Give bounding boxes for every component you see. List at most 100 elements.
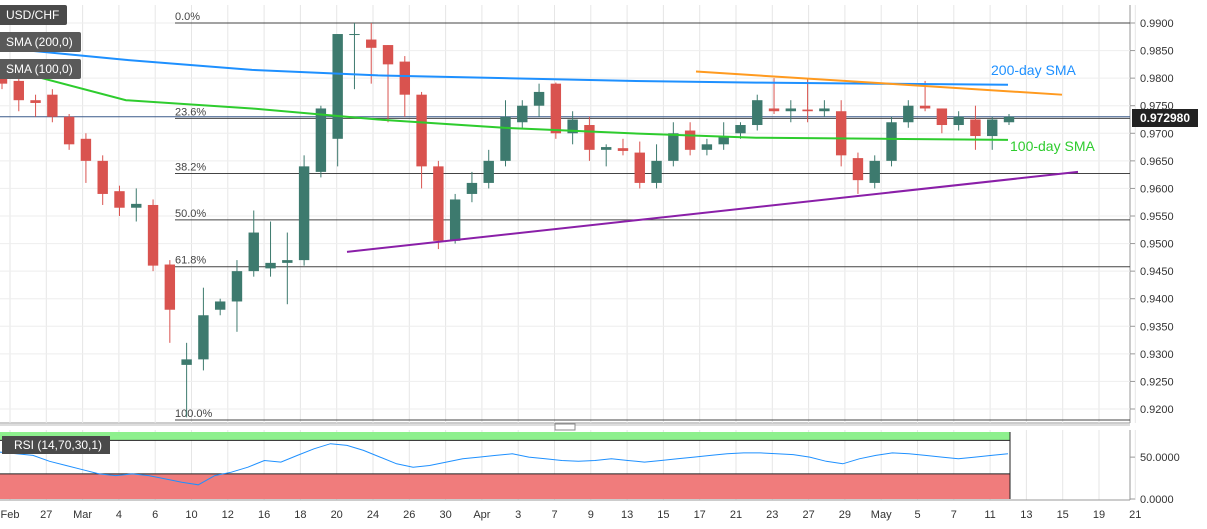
candle-body: [466, 182, 478, 194]
y-tick-label: 0.9500: [1140, 239, 1174, 251]
candle-body: [30, 100, 41, 103]
y-tick-label: 0.9400: [1140, 294, 1174, 306]
fib-label: 0.0%: [175, 11, 200, 23]
x-tick-label: 6: [152, 509, 158, 521]
rsi-tick-label: 0.0000: [1140, 494, 1174, 506]
candle-body: [567, 119, 578, 134]
x-tick-label: 7: [551, 509, 557, 521]
candle-body: [600, 147, 612, 150]
candle-body: [282, 260, 293, 263]
support-trendline: [346, 170, 1079, 253]
candle-body: [886, 122, 897, 161]
candle-body: [500, 116, 511, 161]
candle-body: [164, 264, 176, 310]
candle-body: [399, 61, 411, 95]
x-tick-label: 17: [694, 509, 706, 521]
legend-sma200: SMA (200,0): [0, 32, 81, 52]
x-tick-label: 9: [588, 509, 594, 521]
candle-body: [852, 158, 864, 181]
candle-body: [416, 94, 427, 167]
candle-body: [298, 166, 310, 261]
x-tick-label: 5: [914, 509, 920, 521]
candle-body: [97, 160, 108, 194]
y-tick-label: 0.9550: [1140, 211, 1174, 223]
fib-label: 23.6%: [175, 106, 206, 118]
y-tick-label: 0.9700: [1140, 128, 1174, 140]
candle-body: [668, 133, 679, 161]
candle-body: [953, 116, 964, 126]
sma200-annotation: 200-day SMA: [991, 62, 1076, 78]
pane-divider[interactable]: [0, 423, 1130, 431]
candle-body: [718, 136, 729, 145]
fib-label: 100.0%: [175, 408, 213, 420]
candle-body: [550, 83, 562, 134]
y-tick-label: 0.9900: [1140, 18, 1174, 30]
x-tick-label: Feb: [1, 509, 20, 521]
candle-body: [768, 108, 780, 112]
candle-body: [1003, 116, 1015, 123]
candle-body: [382, 45, 394, 65]
candle-body: [449, 199, 461, 241]
x-tick-label: 27: [802, 509, 814, 521]
candle-body: [869, 160, 880, 183]
rsi-panel: 50.0000 0.0000: [0, 430, 1180, 506]
x-tick-label: 10: [185, 509, 197, 521]
candle-body: [332, 34, 343, 139]
candle-body: [785, 108, 797, 112]
candle-body: [198, 315, 209, 360]
x-tick-label: 18: [294, 509, 306, 521]
candle-body: [483, 160, 494, 183]
candle-body: [684, 130, 696, 150]
pane-resize-handle: [554, 423, 576, 431]
rsi-oversold-zone: [0, 473, 1010, 499]
candle-body: [701, 144, 713, 150]
date-axis: Feb 27 Mar 4 6 10 12 16 18 20 24 26 30 Apr 3 7 9 13 15 17 21…: [0, 499, 1141, 521]
x-tick-label: Mar: [73, 509, 92, 521]
candle-body: [735, 125, 746, 134]
y-tick-label: 0.9200: [1140, 404, 1174, 416]
candle-body: [366, 39, 377, 48]
candle-body: [987, 119, 998, 137]
candle-body: [936, 108, 948, 126]
candle-body: [651, 160, 662, 183]
x-tick-label: 11: [984, 509, 995, 521]
legend-sma100: SMA (100,0): [0, 59, 81, 79]
candle-body: [752, 100, 763, 126]
x-tick-label: May: [871, 509, 892, 521]
grid: [0, 5, 1136, 500]
fib-label: 38.2%: [175, 162, 206, 174]
candles: [0, 23, 1015, 418]
candle-body: [265, 262, 276, 269]
indicator-lines: [0, 46, 1079, 253]
x-tick-label: 12: [222, 509, 234, 521]
last-price-tag: 0.972980: [1132, 109, 1198, 127]
x-tick-label: 29: [839, 509, 851, 521]
x-tick-label: 15: [657, 509, 669, 521]
rsi-tick-label: 50.0000: [1140, 452, 1180, 464]
candle-body: [0, 78, 8, 84]
price-axis: 0.99000.98500.98000.97500.97000.96500.96…: [1130, 18, 1174, 416]
sma100-line: [0, 66, 1009, 141]
sma200-line: [0, 46, 1009, 86]
candle-body: [533, 91, 545, 106]
x-tick-label: 20: [331, 509, 343, 521]
candle-body: [835, 111, 847, 156]
x-tick-label: 27: [40, 509, 52, 521]
candle-body: [315, 108, 327, 172]
x-tick-label: 30: [439, 509, 451, 521]
fib-label: 61.8%: [175, 255, 206, 267]
x-tick-label: 16: [258, 509, 270, 521]
x-tick-label: 21: [730, 509, 742, 521]
candle-body: [147, 204, 159, 266]
x-tick-label: 21: [1129, 509, 1141, 521]
y-tick-label: 0.9350: [1140, 321, 1174, 333]
x-tick-label: 24: [367, 509, 379, 521]
legend-rsi: RSI (14,70,30,1): [2, 436, 111, 454]
candle-body: [214, 301, 226, 310]
sma100-annotation: 100-day SMA: [1010, 138, 1095, 154]
x-tick-label: 13: [1020, 509, 1032, 521]
candle-body: [80, 138, 92, 161]
y-tick-label: 0.9250: [1140, 376, 1174, 388]
